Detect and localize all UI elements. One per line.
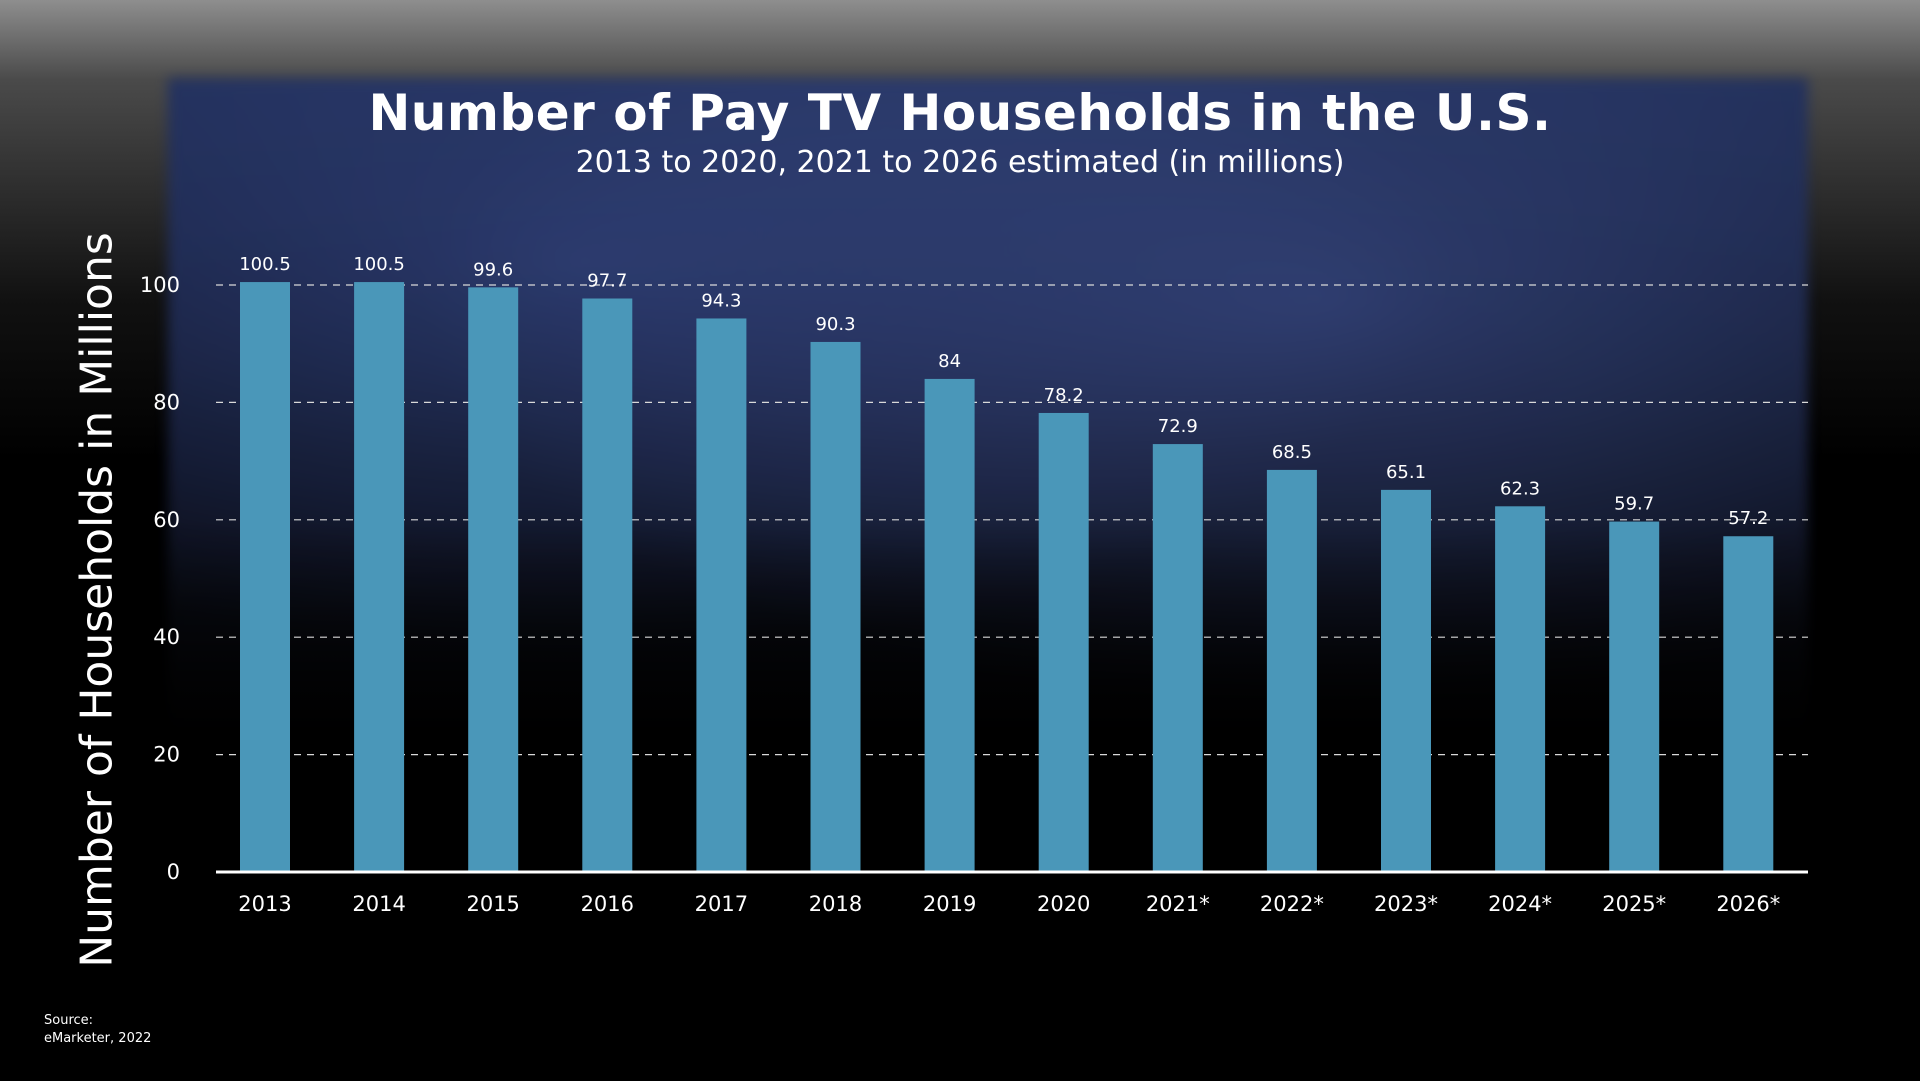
bar [696, 318, 747, 873]
bar [924, 378, 975, 872]
bar-value-label: 62.3 [1500, 478, 1540, 499]
bar [354, 282, 405, 872]
bar [1266, 469, 1317, 872]
bar-value-label: 59.7 [1614, 494, 1654, 515]
bar-value-label: 78.2 [1044, 385, 1084, 406]
bar [1609, 521, 1660, 872]
bar [1381, 489, 1431, 872]
bar [582, 298, 633, 873]
bar [468, 287, 519, 872]
y-tick-label: 60 [153, 508, 180, 532]
x-tick-label: 2026* [1716, 892, 1780, 916]
bar [1723, 536, 1774, 872]
x-tick-label: 2015 [466, 892, 519, 916]
bar-value-label: 68.5 [1272, 442, 1312, 463]
x-tick-label: 2023* [1374, 892, 1438, 916]
bar [240, 282, 290, 872]
x-tick-label: 2014 [352, 892, 405, 916]
x-tick-label: 2013 [238, 892, 291, 916]
y-tick-label: 100 [140, 273, 180, 297]
source-label: Source: [44, 1013, 94, 1028]
x-tick-label: 2018 [809, 892, 862, 916]
bar-value-label: 90.3 [815, 314, 855, 335]
y-tick-label: 80 [153, 390, 180, 414]
x-tick-label: 2024* [1488, 892, 1552, 916]
bar-value-label: 65.1 [1386, 462, 1426, 483]
x-tick-label: 2017 [695, 892, 748, 916]
bar [1152, 444, 1203, 872]
bar-value-label: 100.5 [239, 254, 291, 275]
chart-subtitle: 2013 to 2020, 2021 to 2026 estimated (in… [575, 145, 1345, 180]
bar-value-label: 94.3 [701, 290, 741, 311]
bar-value-label: 84 [938, 351, 961, 372]
bar-value-label: 99.6 [473, 259, 513, 280]
source-text: eMarketer, 2022 [44, 1031, 152, 1046]
source-note: Source: eMarketer, 2022 [44, 1012, 151, 1048]
chart-title: Number of Pay TV Households in the U.S. [368, 84, 1552, 142]
x-tick-label: 2022* [1260, 892, 1324, 916]
bar-value-label: 57.2 [1728, 508, 1768, 529]
x-tick-label: 2025* [1602, 892, 1666, 916]
x-tick-label: 2016 [581, 892, 634, 916]
bar-value-label: 100.5 [353, 254, 405, 275]
bar [1038, 412, 1089, 872]
x-tick-label: 2019 [923, 892, 976, 916]
bar-value-label: 72.9 [1158, 416, 1198, 437]
bar [1495, 506, 1546, 872]
bar-value-label: 97.7 [587, 271, 627, 292]
y-tick-label: 0 [167, 860, 180, 884]
x-tick-label: 2021* [1146, 892, 1210, 916]
y-tick-label: 20 [153, 743, 180, 767]
x-tick-label: 2020 [1037, 892, 1090, 916]
bar [810, 341, 861, 873]
y-tick-label: 40 [153, 625, 180, 649]
